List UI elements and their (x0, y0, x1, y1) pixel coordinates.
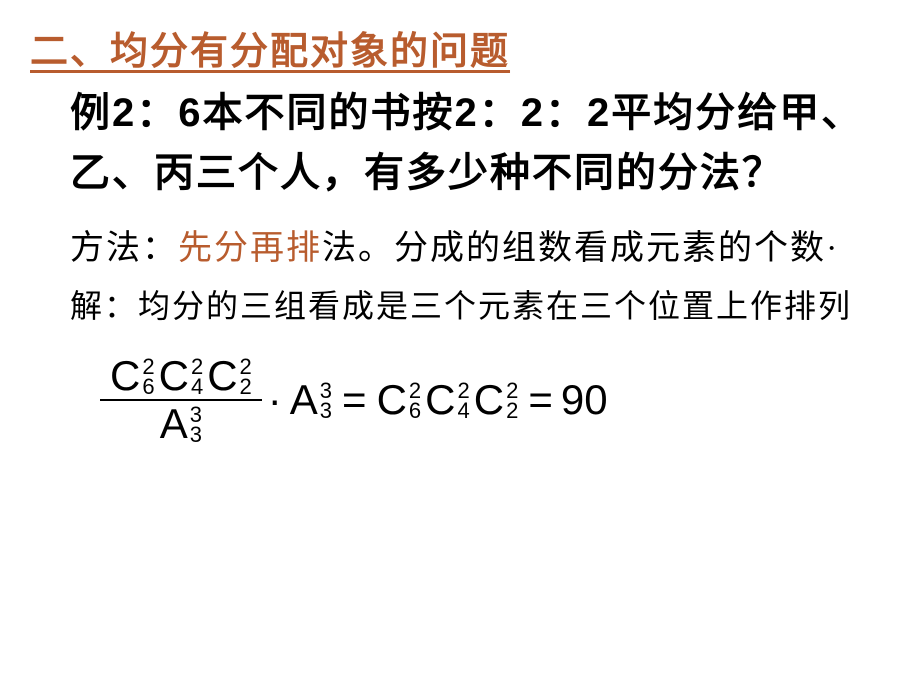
example-text: 例2：6本不同的书按2：2：2平均分给甲、乙、丙三个人，有多少种不同的分法？ (0, 75, 920, 203)
comb-sub: 4 (191, 377, 203, 397)
equals-1: = (342, 376, 367, 424)
comb-letter: A (160, 403, 188, 445)
comb-a2: A 3 3 (290, 379, 332, 421)
comb-sub: 2 (506, 401, 518, 421)
section-title: 二、均分有分配对象的问题 (0, 0, 920, 75)
comb-letter: C (377, 379, 407, 421)
comb-letter: C (425, 379, 455, 421)
method-text: 方法：先分再排法。分成的组数看成元素的个数· (0, 203, 920, 274)
method-prefix: 方法： (70, 230, 178, 267)
formula-fraction: C 2 6 C 2 4 C 2 2 (100, 355, 262, 445)
comb-sub: 6 (409, 401, 421, 421)
solution-text: 解：均分的三组看成是三个元素在三个位置上作排列 (0, 274, 920, 330)
comb-a1: A 3 3 (160, 403, 202, 445)
comb-c5: C 2 4 (425, 379, 470, 421)
comb-sub: 6 (142, 377, 154, 397)
comb-sub: 3 (320, 401, 332, 421)
dot-operator: · (268, 376, 282, 424)
fraction-denominator: A 3 3 (150, 401, 212, 445)
comb-sub: 4 (458, 401, 470, 421)
comb-c2: C 2 4 (159, 355, 204, 397)
formula: C 2 6 C 2 4 C 2 2 (0, 330, 920, 445)
comb-letter: C (207, 355, 237, 397)
comb-sub: 2 (240, 377, 252, 397)
fraction-numerator: C 2 6 C 2 4 C 2 2 (100, 355, 262, 401)
comb-c3: C 2 2 (207, 355, 252, 397)
method-highlight: 先分再排 (178, 230, 322, 267)
comb-letter: C (110, 355, 140, 397)
equals-2: = (528, 376, 553, 424)
comb-letter: C (159, 355, 189, 397)
formula-result: 90 (561, 376, 608, 424)
comb-c6: C 2 2 (474, 379, 519, 421)
comb-sub: 3 (190, 425, 202, 445)
method-suffix: 法。分成的组数看成元素的个数· (322, 230, 839, 267)
comb-letter: C (474, 379, 504, 421)
comb-letter: A (290, 379, 318, 421)
comb-c4: C 2 6 (377, 379, 422, 421)
comb-c1: C 2 6 (110, 355, 155, 397)
